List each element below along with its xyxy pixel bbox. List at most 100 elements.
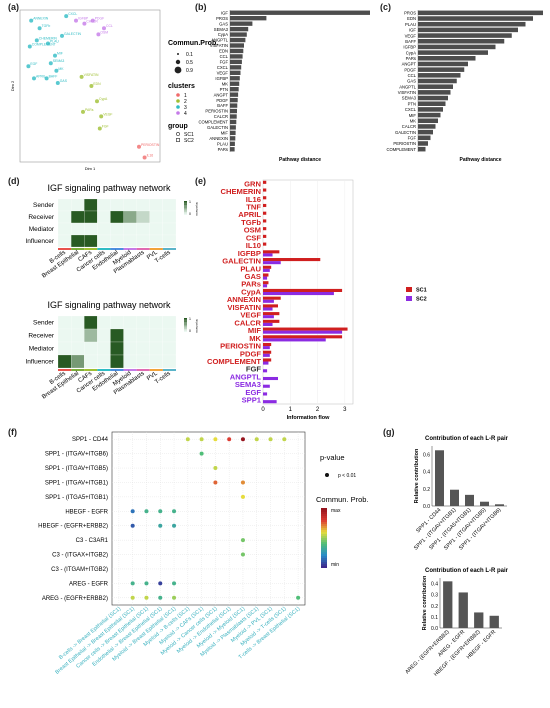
legend-group-dot-a (176, 132, 180, 136)
bar-c (418, 50, 488, 55)
heatmap-col-bar-d2 (58, 369, 72, 371)
bar-category-label-e: CypA (241, 287, 261, 296)
bar-category-label-b: IGF (221, 10, 228, 15)
scatter-point-label-a: GALECTIN (64, 32, 82, 36)
heatmap-cell-d2 (71, 328, 85, 343)
bar-category-label-e: CSF (246, 233, 262, 242)
panel-label-d: (d) (8, 176, 20, 186)
heatmap-cell-d1 (136, 222, 150, 236)
bar-e (263, 384, 270, 388)
bar-category-label-c: SEMA3 (402, 96, 417, 101)
colorbar-step-d2 (184, 326, 187, 328)
y-tick-label-f: HBEGF - EGFR (65, 509, 108, 515)
legend-group-label-a: SC1 (184, 132, 194, 138)
y-tick-label-f: AREG - (EGFR+ERBB2) (42, 596, 108, 602)
legend-cluster-label-a: 1 (184, 93, 187, 99)
colorbar-step-d1 (184, 202, 187, 204)
heatmap-cell-d2 (136, 315, 150, 330)
bar-e (263, 268, 270, 272)
heatmap-col-label-d2: PVL (146, 370, 159, 382)
bar-e (263, 234, 267, 238)
y-axis-label-g2: Relative contribution (422, 575, 428, 630)
heatmap-cell-d1 (57, 198, 72, 212)
bar-category-label-c: IGFBP (403, 45, 416, 50)
colorbar-step-f (321, 550, 327, 552)
colorbar-step-d1 (184, 210, 187, 213)
bar-category-label-e: CHEMERIN (220, 187, 261, 196)
x-axis-label-c: Pathway distance (460, 157, 502, 163)
bar-e (263, 353, 270, 357)
scatter-point-label-a: EDN (93, 82, 101, 86)
bar-category-label-c: PERIOSTIN (393, 141, 416, 146)
bubble-point-f (199, 451, 204, 456)
bar-b (230, 76, 240, 81)
bar-b (230, 97, 238, 103)
bar-category-label-b: PROS (216, 16, 228, 21)
bar-e (263, 288, 343, 292)
heatmap-cell-d2 (110, 354, 124, 369)
colorbar-step-f (321, 552, 327, 554)
bubble-point-f (296, 595, 301, 600)
heatmap-row-label-d1: Influencer (25, 238, 54, 245)
y-tick-label-g2: 0.4 (431, 582, 438, 588)
bubble-point-f (172, 595, 177, 600)
heatmap-row-label-d2: Sender (33, 319, 55, 326)
y-tick-label-g1: 0.4 (423, 470, 430, 476)
colorbar-step-f (321, 536, 327, 538)
scatter-point-label-a: EGF (30, 62, 37, 66)
colorbar-step-f (321, 512, 327, 514)
plot-frame-f (111, 431, 306, 606)
colorbar-step-f (321, 540, 327, 542)
bar-b (230, 32, 247, 37)
heatmap-cell-d2 (84, 328, 98, 343)
heatmap-cell-d1 (84, 198, 98, 212)
heatmap-col-bar-d2 (136, 369, 150, 371)
heatmap-cell-d2 (97, 354, 111, 369)
bar-category-label-e: IL10 (246, 241, 261, 250)
heatmap-cell-d2 (110, 315, 124, 330)
legend-cluster-dot-a (176, 105, 180, 109)
heatmap-row-label-d2: Influencer (25, 358, 54, 365)
y-tick-label-g1: 0.6 (423, 453, 430, 459)
bar-b (230, 10, 370, 15)
heatmap-cell-d1 (123, 234, 137, 248)
bar-c (418, 129, 433, 135)
colorbar-step-f (321, 522, 327, 524)
heatmap-cell-d1 (136, 198, 150, 212)
bar-e (263, 284, 268, 288)
scatter-point-a (34, 38, 39, 43)
scatter-point-a (90, 18, 95, 23)
bar-c (418, 146, 426, 152)
bubble-point-f (172, 523, 177, 528)
bar-e (263, 346, 270, 350)
heatmap-cell-d1 (71, 198, 85, 212)
colorbar-step-f (321, 524, 327, 526)
x-tick-label-e: 0 (261, 407, 265, 413)
bar-category-label-c: MIF (409, 113, 417, 118)
colorbar-step-d1 (184, 213, 187, 215)
x-tick-label-e: 2 (316, 407, 320, 413)
bar-category-label-e: SEMA3 (235, 380, 261, 389)
bar-category-label-b: ANNEXIN (209, 136, 228, 141)
bar-category-label-e: PDGF (240, 349, 261, 358)
bar-c (418, 118, 438, 124)
bar-b (230, 87, 239, 92)
bar-category-label-e: IL16 (246, 195, 261, 204)
bar-b (230, 81, 240, 86)
bar-e (263, 227, 267, 231)
bubble-point-f (158, 509, 163, 514)
scatter-point-a (79, 74, 84, 79)
heatmap-cell-d2 (71, 354, 85, 369)
heatmap-cell-d2 (149, 315, 163, 330)
bar-b (230, 48, 244, 54)
heatmap-cell-d1 (149, 210, 163, 224)
colorbar-step-d1 (184, 201, 187, 203)
legend-prob-tick-f: min (331, 562, 339, 568)
bubble-point-f (213, 437, 218, 442)
bar-category-label-e: MIF (248, 326, 261, 335)
heatmap-cell-d2 (162, 354, 177, 369)
heatmap-cell-d2 (97, 341, 111, 356)
heatmap-cell-d2 (136, 341, 150, 356)
y-axis-label-g1: Relative contribution (414, 448, 420, 503)
heatmap-cell-d1 (97, 234, 111, 248)
